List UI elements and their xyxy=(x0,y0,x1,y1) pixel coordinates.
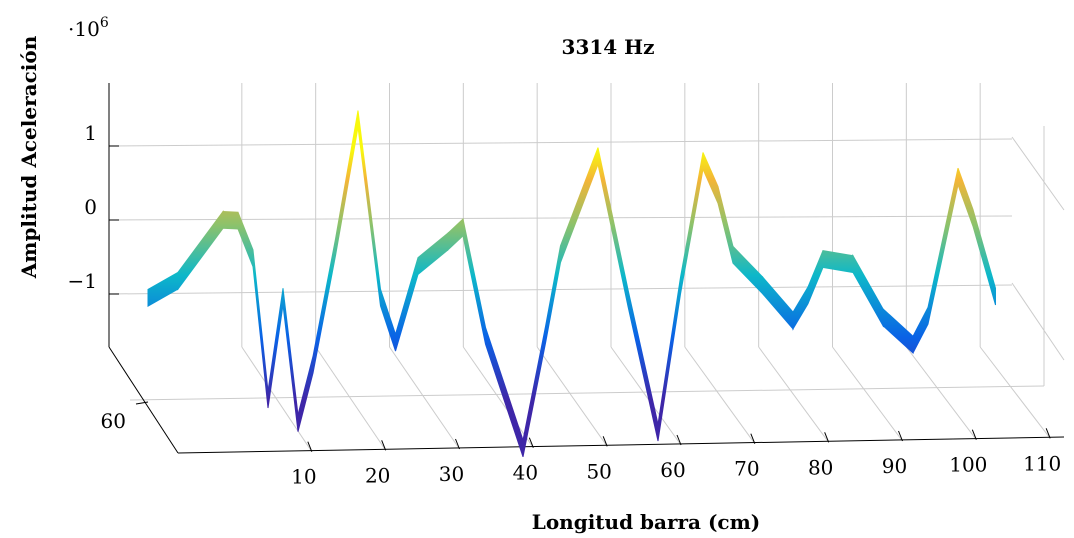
surface-segment xyxy=(357,110,381,307)
surface-segment xyxy=(957,167,974,227)
surface-segment xyxy=(822,250,854,274)
surface-segment xyxy=(417,232,449,276)
grid-side-edge xyxy=(1011,282,1065,361)
surface-segment xyxy=(927,167,959,325)
grid-line-depth xyxy=(684,346,756,444)
x-tick-mark xyxy=(971,429,977,440)
surface-segment xyxy=(395,257,419,352)
grid-line-horizontal xyxy=(108,138,1013,147)
surface-segment xyxy=(882,307,914,355)
surface-segment xyxy=(702,152,719,204)
axes xyxy=(108,83,1065,454)
x-tick-label: 70 xyxy=(734,457,759,481)
x-tick-label: 20 xyxy=(365,463,390,487)
surface-segment xyxy=(680,152,704,295)
z-tick-label: −1 xyxy=(68,269,97,293)
surface-segment xyxy=(335,110,359,256)
surface-segment xyxy=(297,356,314,432)
chart-title: 3314 Hz xyxy=(562,35,655,59)
x-tick-mark xyxy=(824,432,830,443)
y-tick-label: 60 xyxy=(101,409,126,433)
z-tick-label: 0 xyxy=(84,195,97,219)
grid-line-depth xyxy=(536,346,608,447)
surface-segment xyxy=(560,147,599,263)
grid-line-depth xyxy=(462,346,534,448)
grid xyxy=(108,83,1065,452)
surface-segment xyxy=(792,285,809,331)
surface-segment xyxy=(252,249,269,409)
x-tick-mark xyxy=(381,440,387,451)
x-tick-label: 80 xyxy=(808,455,833,479)
surface-segment xyxy=(282,288,299,432)
grid-line-depth xyxy=(758,346,830,443)
y-axis-line xyxy=(108,346,179,454)
surface-segment xyxy=(177,209,224,291)
exponent-label: ·106 xyxy=(68,15,109,41)
x-tick-label: 60 xyxy=(660,458,685,482)
x-axis-line xyxy=(177,436,1065,454)
surface-segment xyxy=(147,271,179,308)
surface-segment xyxy=(462,218,486,345)
x-tick-mark xyxy=(1045,428,1051,439)
grid-back-edge xyxy=(129,385,1045,401)
exponent-base: 10 xyxy=(74,17,99,41)
grid-line-depth xyxy=(389,346,460,450)
x-tick-label: 30 xyxy=(439,462,464,486)
grid-line-horizontal xyxy=(108,215,1013,221)
z-ticks: 1 0 −1 xyxy=(68,121,119,295)
surface-segment xyxy=(485,327,524,458)
x-axis-label: Longitud barra (cm) xyxy=(532,510,760,534)
y-axis-label: Amplitud Aceleración xyxy=(17,35,41,279)
surface-segment xyxy=(627,289,659,442)
surface-segment xyxy=(657,277,681,442)
surface-segment xyxy=(852,253,884,328)
z-tick-label: 1 xyxy=(84,121,97,145)
x-tick-mark xyxy=(528,437,534,448)
surface-segment xyxy=(267,288,284,409)
x-tick-mark xyxy=(455,438,460,450)
x-tick-mark xyxy=(307,441,313,452)
x-tick-label: 40 xyxy=(513,461,538,485)
grid-line-depth xyxy=(610,346,682,446)
surface-segment xyxy=(237,212,254,267)
x-ticks: 10 20 30 40 50 60 70 80 90 100 110 xyxy=(291,428,1061,489)
surface-segment xyxy=(312,238,336,374)
grid-side-edge xyxy=(1011,136,1065,211)
surface-segment xyxy=(717,186,734,264)
exponent-power: 6 xyxy=(100,15,109,31)
surface-segment xyxy=(545,245,561,344)
x-tick-mark xyxy=(898,430,903,442)
y-ticks: 60 xyxy=(101,401,149,433)
surface xyxy=(147,110,996,458)
surface-segment xyxy=(972,209,996,306)
x-tick-mark xyxy=(676,434,682,446)
grid-line-depth xyxy=(979,346,1051,439)
grid-line-horizontal xyxy=(108,284,1013,295)
surface-segment xyxy=(597,147,629,307)
x-tick-label: 100 xyxy=(949,453,987,477)
grid-line-depth xyxy=(905,346,977,440)
surface-segment xyxy=(807,250,824,304)
x-tick-label: 90 xyxy=(882,454,907,478)
surface-segment xyxy=(912,307,929,354)
x-tick-label: 50 xyxy=(586,459,611,483)
x-tick-mark xyxy=(602,436,608,447)
x-tick-label: 10 xyxy=(291,465,316,489)
surface-segment xyxy=(447,217,464,252)
grid-line-depth xyxy=(315,346,387,451)
grid-line-depth xyxy=(241,346,313,452)
surface-segment xyxy=(222,210,239,230)
surface-segment xyxy=(522,326,546,457)
y-tick-mark xyxy=(135,401,149,405)
surface-segment xyxy=(762,276,794,331)
x-tick-mark xyxy=(750,433,756,444)
x-tick-label: 110 xyxy=(1023,451,1061,475)
grid-line-depth xyxy=(832,346,903,442)
surface-segment xyxy=(380,288,396,352)
